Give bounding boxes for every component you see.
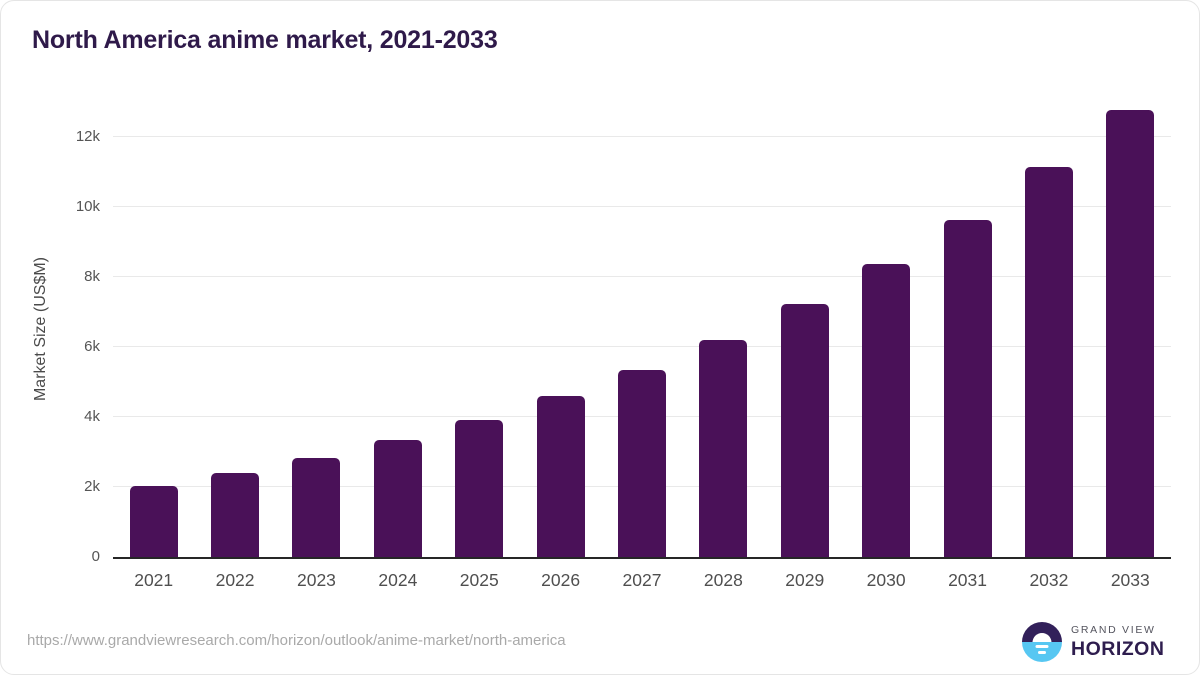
bar-2029[interactable] xyxy=(780,303,829,557)
x-tick-2023: 2023 xyxy=(296,570,336,590)
source-url: https://www.grandviewresearch.com/horizo… xyxy=(27,632,566,649)
bar-2026[interactable] xyxy=(536,396,585,557)
logo-sun-arch xyxy=(1032,632,1052,642)
brand-wordmark: GRAND VIEW HORIZON xyxy=(1071,624,1164,661)
bar-2024[interactable] xyxy=(373,440,422,557)
bar-2028[interactable] xyxy=(699,340,748,557)
y-tick-8k: 8k xyxy=(84,268,100,285)
gridline-8k xyxy=(113,276,1171,277)
x-tick-2030: 2030 xyxy=(866,570,906,590)
logo-sky-half xyxy=(1022,622,1062,642)
chart-title: North America anime market, 2021-2033 xyxy=(32,26,498,54)
bar-2033[interactable] xyxy=(1106,110,1155,557)
bar-2032[interactable] xyxy=(1024,167,1073,557)
bar-2030[interactable] xyxy=(862,264,911,557)
y-tick-12k: 12k xyxy=(75,128,100,145)
y-tick-10k: 10k xyxy=(75,198,100,215)
brand-horizon-label: HORIZON xyxy=(1071,637,1165,660)
y-tick-4k: 4k xyxy=(84,408,100,425)
gridline-12k xyxy=(113,136,1171,137)
x-tick-2024: 2024 xyxy=(378,570,418,590)
gridline-10k xyxy=(113,206,1171,207)
bar-2022[interactable] xyxy=(211,473,260,557)
x-tick-2031: 2031 xyxy=(948,570,987,590)
logo-reflection-line-2 xyxy=(1038,650,1046,654)
x-tick-2026: 2026 xyxy=(541,570,581,590)
y-tick-6k: 6k xyxy=(84,338,100,355)
brand-grand-view-label: GRAND VIEW xyxy=(1071,623,1156,636)
x-tick-2027: 2027 xyxy=(622,570,662,590)
x-tick-2021: 2021 xyxy=(134,570,174,590)
logo-water-half xyxy=(1022,642,1062,662)
logo-reflection-line-1 xyxy=(1035,645,1049,648)
bar-2025[interactable] xyxy=(455,420,504,557)
plot-area: 0 2k 4k 6k 8k 10k 12k 2021 2022 2023 2024 2025 2026 2… xyxy=(76,99,1171,590)
x-tick-2022: 2022 xyxy=(215,570,255,590)
y-tick-0: 0 xyxy=(91,548,100,565)
x-tick-2033: 2033 xyxy=(1110,570,1150,590)
x-tick-2029: 2029 xyxy=(785,570,825,590)
bar-2021[interactable] xyxy=(129,485,178,557)
grand-view-horizon-logo: GRAND VIEW HORIZON xyxy=(1022,622,1164,662)
y-tick-2k: 2k xyxy=(84,478,100,495)
horizon-sunrise-icon xyxy=(1022,622,1062,662)
bar-2027[interactable] xyxy=(618,370,666,557)
x-tick-2032: 2032 xyxy=(1029,570,1069,590)
x-tick-2025: 2025 xyxy=(459,570,499,590)
gridline-6k xyxy=(113,346,1171,347)
bar-2031[interactable] xyxy=(943,219,992,557)
x-tick-2028: 2028 xyxy=(703,570,743,590)
bar-2023[interactable] xyxy=(292,457,341,557)
